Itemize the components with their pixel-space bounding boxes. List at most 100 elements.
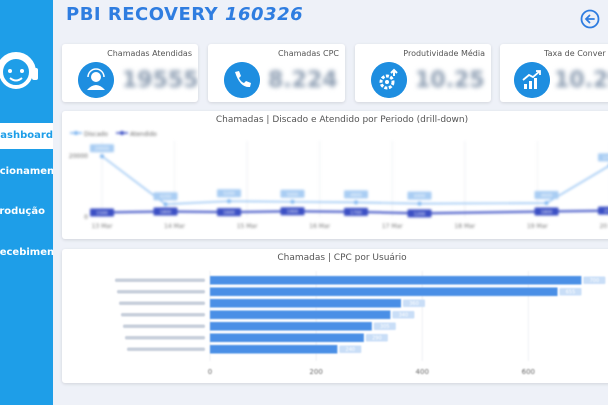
page-title: PBI RECOVERY 160326 (66, 4, 303, 25)
y-tick-label: 0 (84, 214, 88, 221)
data-label-box (598, 206, 608, 215)
data-label-box (534, 207, 559, 216)
kpi-label: Chamadas Atendidas (107, 49, 192, 58)
kpi-value: 8.224 (268, 68, 338, 93)
data-point (354, 200, 358, 205)
legend-label: Atendido (130, 131, 157, 138)
growth-chart-icon (514, 62, 550, 98)
kpi-card-taxa-conversao: Taxa de Conver 10.29 (500, 44, 608, 102)
data-point (417, 201, 422, 206)
x-tick-label: 0 (208, 368, 212, 376)
data-label-box (339, 345, 362, 353)
bar (210, 299, 401, 308)
kpi-label: Chamadas CPC (278, 49, 339, 58)
bar-chart-panel: Chamadas | CPC por Usuário 0 200 400 600 700… (62, 249, 608, 383)
data-label-box (280, 207, 305, 216)
data-label-box (217, 189, 241, 198)
data-label: 2100 (604, 209, 608, 215)
data-label-box (153, 192, 178, 201)
gear-arrow-icon (371, 62, 407, 98)
data-label-box (583, 276, 606, 284)
kpi-value: 10.25 (415, 68, 485, 93)
sidebar-item-dashboard[interactable]: Dashboard (0, 123, 53, 149)
data-label: 1800 (160, 210, 172, 216)
data-point (227, 199, 231, 204)
data-label: 1700 (350, 210, 362, 216)
kpi-value: 10.29 (554, 68, 608, 93)
legend-marker (120, 131, 124, 135)
data-label: 700 (590, 278, 600, 284)
x-tick-label: 400 (416, 368, 429, 376)
data-label-box (407, 191, 432, 200)
sidebar: Dashboard Acionamentos Produção Recebime… (0, 0, 53, 405)
data-label-box (407, 209, 432, 218)
kpi-value: 19555 (122, 68, 198, 93)
data-label-box (373, 322, 396, 330)
category-label (117, 290, 205, 294)
data-label-box (534, 191, 559, 200)
phone-icon (224, 62, 260, 98)
line-chart: Discado Atendido 20000 0 13 Mar 14 Mar 15 Mar 1… (69, 131, 608, 230)
data-label-box (403, 299, 425, 307)
x-tick-label: 15 Mar (237, 223, 258, 230)
sidebar-item-acionamentos[interactable]: Acionamentos (0, 166, 53, 177)
sidebar-item-recebimento[interactable]: Recebimento (0, 247, 53, 258)
agent-headset-icon (0, 52, 38, 89)
data-label: 4600 (541, 193, 553, 199)
bar (210, 333, 364, 342)
bar (210, 276, 582, 285)
line-chart-panel: Chamadas | Discado e Atendido por Period… (62, 111, 608, 239)
data-label: 240 (346, 347, 356, 353)
y-tick-label: 20000 (69, 153, 88, 160)
data-point (163, 202, 168, 207)
category-label (119, 301, 205, 305)
category-label (127, 347, 205, 351)
category-label (115, 278, 205, 282)
data-label-box (90, 208, 114, 217)
data-label: 4400 (414, 194, 426, 200)
kpi-card-chamadas-cpc: Chamadas CPC 8.224 (208, 44, 345, 102)
data-label-box (598, 153, 608, 162)
data-label: 1600 (223, 210, 235, 216)
bar (210, 345, 338, 354)
data-label: 5200 (223, 191, 235, 197)
x-tick-label: 19 Mar (527, 223, 548, 230)
data-label: 20000 (95, 146, 109, 152)
data-label: 305 (380, 324, 390, 330)
data-label-box (365, 334, 388, 342)
data-label-box (559, 288, 582, 296)
sidebar-item-producao[interactable]: Produção (0, 206, 45, 217)
data-label: 1800 (541, 210, 553, 216)
data-label-box (153, 207, 178, 216)
x-tick-label: 20 Mar (600, 223, 608, 230)
data-label-box (280, 189, 305, 198)
data-label-box (90, 144, 114, 153)
data-point (544, 201, 549, 206)
x-tick-label: 14 Mar (164, 223, 185, 230)
category-label (121, 313, 205, 317)
x-tick-label: 17 Mar (382, 223, 403, 230)
chart-legend: Discado Atendido (70, 131, 157, 138)
kpi-label: Produtividade Média (403, 49, 485, 58)
kpi-card-chamadas-atendidas: Chamadas Atendidas 19555 (62, 44, 198, 102)
data-point (100, 154, 104, 159)
kpi-label: Taxa de Conver (544, 49, 606, 58)
agent-headset-icon (78, 62, 114, 98)
x-tick-label: 16 Mar (309, 223, 330, 230)
data-point (290, 199, 295, 204)
bar-chart-title: Chamadas | CPC por Usuário (277, 253, 407, 263)
bar (210, 287, 558, 296)
category-label (123, 324, 205, 328)
data-label: 1500 (96, 210, 108, 216)
x-tick-label: 200 (309, 368, 322, 376)
data-label: 4800 (350, 192, 362, 198)
x-tick-label: 18 Mar (454, 223, 475, 230)
back-arrow-icon[interactable] (580, 9, 600, 29)
data-label-box (217, 208, 241, 217)
data-label: 17000 (603, 155, 608, 161)
x-tick-label: 13 Mar (92, 223, 113, 230)
page-title-prefix: PBI RECOVERY (66, 4, 219, 25)
line-chart-title: Chamadas | Discado e Atendido por Period… (215, 115, 469, 125)
x-tick-label: 600 (522, 368, 535, 376)
